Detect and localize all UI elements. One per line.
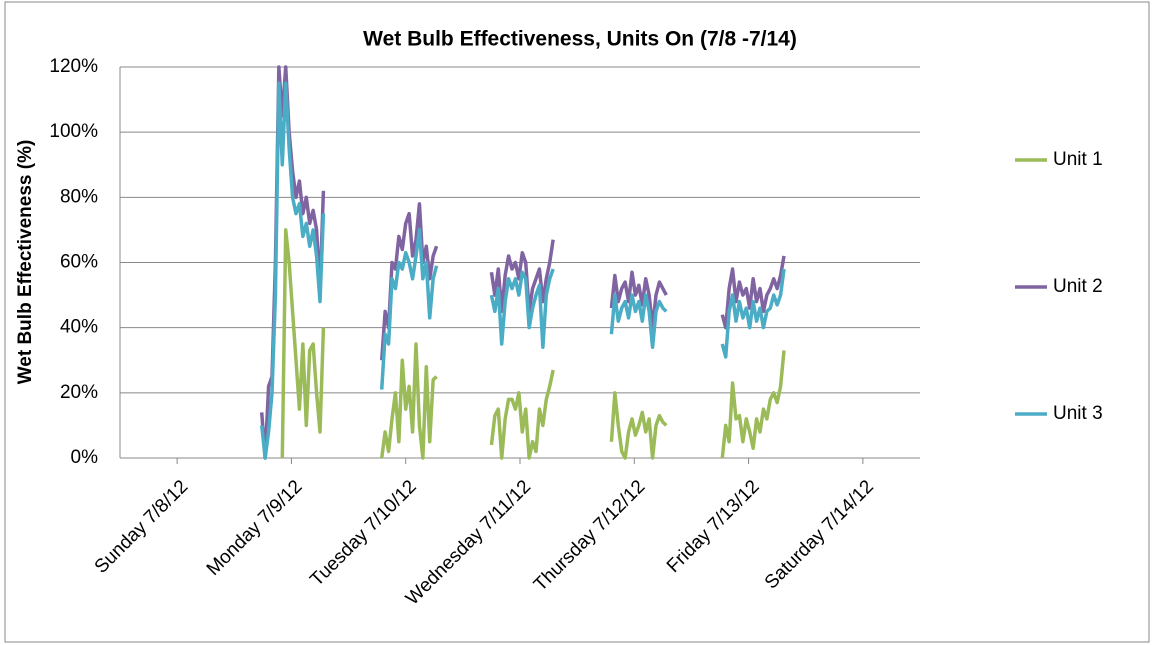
legend-label: Unit 2 <box>1053 276 1103 297</box>
series-line <box>259 81 786 460</box>
legend-label: Unit 3 <box>1053 403 1103 424</box>
chart-title: Wet Bulb Effectiveness, Units On (7/8 -7… <box>363 28 797 51</box>
legend-label: Unit 1 <box>1053 149 1103 170</box>
y-tick-label: 120% <box>49 56 98 77</box>
series-line <box>259 65 786 460</box>
series-line <box>280 228 786 460</box>
y-tick-label: 40% <box>60 317 98 338</box>
y-tick-label: 100% <box>49 121 98 142</box>
y-tick-label: 0% <box>71 447 99 468</box>
y-tick-label: 60% <box>60 252 98 273</box>
y-tick-label: 20% <box>60 382 98 403</box>
y-tick-label: 80% <box>60 186 98 207</box>
y-axis-label: Wet Bulb Effectiveness (%) <box>15 140 36 385</box>
chart-frame <box>4 1 1150 643</box>
